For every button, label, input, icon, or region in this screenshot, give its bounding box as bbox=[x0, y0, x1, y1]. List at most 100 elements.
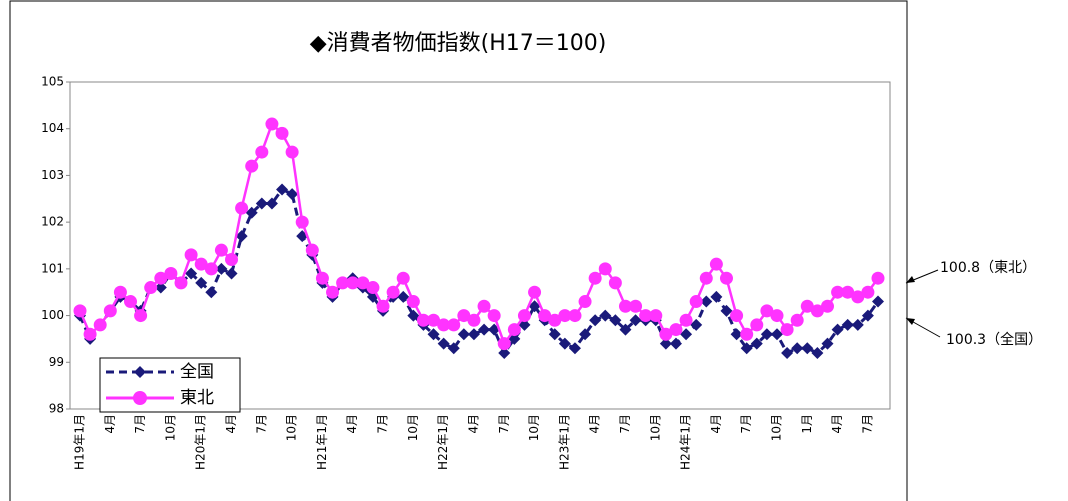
marker bbox=[579, 328, 592, 341]
marker bbox=[861, 309, 874, 322]
marker bbox=[770, 309, 784, 323]
marker bbox=[457, 328, 470, 341]
marker bbox=[245, 206, 258, 219]
annotations: 100.8（東北） 100.3（全国） bbox=[905, 260, 1042, 348]
marker bbox=[709, 257, 723, 271]
marker bbox=[841, 285, 855, 299]
marker bbox=[295, 215, 309, 229]
marker bbox=[205, 286, 218, 299]
x-tick-label: 7月 bbox=[133, 414, 147, 434]
marker bbox=[740, 342, 753, 355]
marker bbox=[204, 262, 218, 276]
x-tick-label: 7月 bbox=[860, 414, 874, 434]
marker bbox=[760, 304, 774, 318]
marker bbox=[619, 323, 632, 336]
marker bbox=[680, 328, 693, 341]
marker bbox=[225, 267, 238, 280]
x-tick-label: 4月 bbox=[466, 414, 480, 434]
y-tick-label: 102 bbox=[41, 215, 64, 229]
marker bbox=[831, 285, 845, 299]
marker bbox=[649, 309, 663, 323]
marker bbox=[659, 327, 673, 341]
legend-label: 全国 bbox=[180, 362, 214, 382]
x-tick-label: 7月 bbox=[376, 414, 390, 434]
marker bbox=[760, 328, 773, 341]
marker bbox=[134, 309, 148, 323]
marker bbox=[315, 271, 329, 285]
marker bbox=[598, 262, 612, 276]
marker bbox=[164, 267, 178, 281]
marker bbox=[194, 257, 208, 271]
marker bbox=[659, 337, 672, 350]
marker bbox=[730, 309, 744, 323]
marker bbox=[781, 346, 794, 359]
legend-marker bbox=[134, 366, 146, 378]
marker bbox=[478, 323, 491, 336]
x-tick-label: H19年1月 bbox=[73, 414, 87, 470]
marker bbox=[265, 117, 279, 131]
x-tick-label: 7月 bbox=[254, 414, 268, 434]
marker bbox=[508, 332, 521, 345]
marker bbox=[719, 271, 733, 285]
x-tick-label: H20年1月 bbox=[194, 414, 208, 470]
marker bbox=[255, 145, 269, 159]
marker bbox=[245, 159, 259, 173]
marker bbox=[83, 327, 97, 341]
marker bbox=[144, 281, 158, 295]
marker bbox=[346, 276, 360, 290]
marker bbox=[801, 342, 814, 355]
legend-label: 東北 bbox=[180, 388, 214, 408]
marker bbox=[336, 276, 350, 290]
arrow-head bbox=[906, 276, 915, 283]
marker bbox=[376, 299, 390, 313]
marker bbox=[750, 337, 763, 350]
marker bbox=[276, 183, 289, 196]
x-tick-label: 4月 bbox=[345, 414, 359, 434]
marker bbox=[174, 276, 188, 290]
marker bbox=[386, 285, 400, 299]
marker bbox=[710, 290, 723, 303]
marker bbox=[851, 290, 865, 304]
marker bbox=[416, 313, 430, 327]
marker bbox=[195, 276, 208, 289]
marker bbox=[407, 309, 420, 322]
marker bbox=[427, 313, 441, 327]
y-tick-label: 98 bbox=[49, 402, 64, 416]
marker bbox=[93, 318, 107, 332]
marker bbox=[265, 197, 278, 210]
marker bbox=[568, 309, 582, 323]
marker bbox=[841, 318, 854, 331]
marker bbox=[326, 285, 340, 299]
marker bbox=[467, 313, 481, 327]
marker bbox=[154, 281, 167, 294]
marker bbox=[285, 145, 299, 159]
marker bbox=[498, 346, 511, 359]
x-tick-label: 10月 bbox=[769, 414, 783, 441]
marker bbox=[629, 299, 643, 313]
marker bbox=[214, 243, 228, 257]
legend-marker bbox=[133, 391, 147, 405]
y-tick-label: 99 bbox=[49, 355, 64, 369]
x-tick-label: 10月 bbox=[285, 414, 299, 441]
marker bbox=[427, 328, 440, 341]
chart-title: ◆消費者物価指数(H17＝100) bbox=[310, 31, 607, 56]
x-tick-label: 7月 bbox=[739, 414, 753, 434]
marker bbox=[618, 299, 632, 313]
marker bbox=[437, 337, 450, 350]
marker bbox=[154, 271, 168, 285]
marker bbox=[487, 309, 501, 323]
marker bbox=[811, 346, 824, 359]
marker bbox=[73, 304, 87, 318]
x-tick-label: 1月 bbox=[800, 414, 814, 434]
marker bbox=[609, 314, 622, 327]
marker bbox=[477, 299, 491, 313]
marker bbox=[780, 323, 794, 337]
marker bbox=[810, 304, 824, 318]
x-tick-label: 10月 bbox=[406, 414, 420, 441]
marker bbox=[185, 267, 198, 280]
marker bbox=[255, 197, 268, 210]
marker bbox=[366, 281, 380, 295]
y-tick-label: 103 bbox=[41, 168, 64, 182]
